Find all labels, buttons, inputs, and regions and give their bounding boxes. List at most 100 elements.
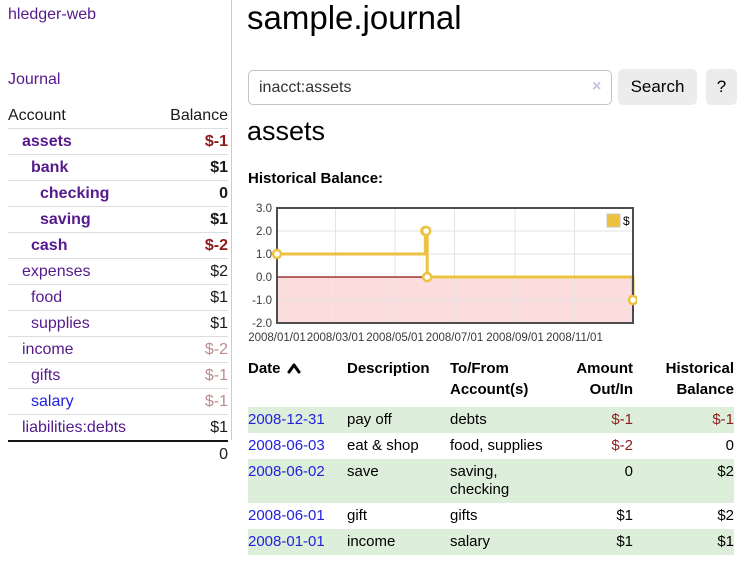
y-axis-tick-label: 1.0 [256, 249, 272, 261]
account-link[interactable]: salary [31, 392, 74, 410]
account-balance: $-2 [155, 336, 228, 363]
transaction-amount: $1 [616, 507, 633, 524]
transaction-date-link[interactable]: 2008-12-31 [248, 411, 325, 428]
y-axis-tick-label: 3.0 [256, 203, 272, 215]
transaction-date-link[interactable]: 2008-06-02 [248, 463, 325, 480]
transaction-accounts: food, supplies [450, 437, 543, 454]
historical-balance-label: Historical Balance: [248, 170, 384, 187]
transaction-balance: $1 [717, 533, 734, 550]
x-axis-tick-label: 2008/03/01 [307, 332, 365, 344]
account-link[interactable]: expenses [22, 262, 91, 280]
account-row: salary $-1 [8, 388, 228, 415]
account-link[interactable]: income [22, 340, 74, 358]
account-total-row: 0 [8, 440, 228, 467]
chevron-up-icon [287, 363, 301, 374]
x-axis-tick-label: 2008/05/01 [366, 332, 424, 344]
account-link[interactable]: bank [31, 158, 69, 176]
transaction-accounts: gifts [450, 507, 478, 524]
transaction-accounts: salary [450, 533, 491, 550]
account-row: supplies $1 [8, 310, 228, 337]
account-row: expenses $2 [8, 258, 228, 285]
register-row: 2008-06-03 eat & shop food, supplies $-2 0 [248, 433, 734, 459]
y-axis-tick-label: 0.0 [256, 272, 272, 284]
transaction-description: save [347, 463, 379, 480]
search-button[interactable]: Search [618, 69, 697, 105]
legend-label: $ [623, 214, 630, 228]
register-header-row: Date Description To/From Account(s) Amount Ou… [248, 356, 734, 407]
account-balance: $-1 [155, 388, 228, 415]
transaction-amount: 0 [624, 463, 633, 480]
transaction-amount: $1 [616, 533, 633, 550]
transaction-description: pay off [347, 411, 392, 428]
data-point [420, 225, 432, 237]
help-button[interactable]: ? [706, 69, 737, 105]
account-rows: assets $-1 bank $1 checking 0 saving $1 cash $-2 e… [8, 128, 228, 441]
account-balance: $1 [155, 414, 228, 441]
register-header-amount: Amount Out/In [576, 360, 633, 398]
account-total-balance: 0 [155, 440, 228, 467]
transaction-accounts: debts [450, 411, 487, 428]
x-axis-tick-label: 2008/11/01 [546, 332, 603, 344]
y-axis-tick-label: -2.0 [252, 318, 272, 330]
account-link[interactable]: cash [31, 236, 68, 254]
transaction-description: gift [347, 507, 368, 524]
account-balance: $2 [155, 258, 228, 285]
account-heading: assets [247, 116, 326, 146]
y-axis-tick-label: -1.0 [252, 295, 272, 307]
account-balance: 0 [155, 180, 228, 207]
sidebar-divider [231, 0, 232, 440]
data-point [271, 248, 283, 260]
account-table-header: Account Balance [8, 103, 228, 129]
account-balance: $-1 [155, 362, 228, 389]
account-row: saving $1 [8, 206, 228, 233]
register-header-balance: Historical Balance [665, 360, 734, 398]
account-row: checking 0 [8, 180, 228, 207]
account-balance: $-1 [155, 128, 228, 155]
account-row: cash $-2 [8, 232, 228, 259]
chart-canvas: $3.0 2.0 1.0 0.0 -1.0 -2.0 2008/01/01 2008/03/0… [248, 203, 639, 344]
account-link[interactable]: assets [22, 132, 72, 150]
plot-border [276, 207, 634, 324]
clear-search-icon[interactable]: × [592, 78, 602, 95]
register-row: 2008-06-02 save saving, checking 0 $2 [248, 459, 734, 503]
app-title-link[interactable]: hledger-web [8, 6, 97, 23]
account-balance: $1 [155, 154, 228, 181]
account-link[interactable]: supplies [31, 314, 90, 332]
sidebar-item-journal[interactable]: Journal [8, 71, 61, 88]
account-balance: $1 [155, 284, 228, 311]
register-header-description: Description [347, 360, 430, 377]
data-point [627, 294, 639, 306]
account-row: gifts $-1 [8, 362, 228, 389]
register-table: Date Description To/From Account(s) Amount Ou… [248, 356, 734, 555]
register-header-date[interactable]: Date [248, 356, 347, 407]
legend-swatch [606, 213, 621, 228]
transaction-balance: $2 [717, 463, 734, 480]
transaction-date-link[interactable]: 2008-01-01 [248, 533, 325, 550]
x-axis-tick-label: 2008/01/01 [248, 332, 306, 344]
account-link[interactable]: checking [40, 184, 110, 202]
historical-balance-chart: $3.0 2.0 1.0 0.0 -1.0 -2.0 2008/01/01 2008/03/0… [245, 203, 639, 347]
account-row: assets $-1 [8, 128, 228, 155]
transaction-description: income [347, 533, 396, 550]
account-link[interactable]: saving [40, 210, 91, 228]
account-link[interactable]: gifts [31, 366, 61, 384]
account-balance: $-2 [155, 232, 228, 259]
y-axis-tick-label: 2.0 [256, 226, 272, 238]
account-link[interactable]: liabilities:debts [22, 418, 127, 436]
register-rows: 2008-12-31 pay off debts $-1 $-1 2008-06-03 ea… [248, 407, 734, 555]
transaction-amount: $-1 [611, 411, 633, 428]
account-row: food $1 [8, 284, 228, 311]
search-input[interactable] [248, 70, 612, 105]
account-balance-table: Account Balance assets $-1 bank $1 checking 0… [8, 103, 228, 467]
account-column-header: Account [8, 106, 66, 124]
balance-column-header: Balance [170, 106, 228, 124]
transaction-date-link[interactable]: 2008-06-01 [248, 507, 325, 524]
x-axis-tick-label: 2008/09/01 [486, 332, 544, 344]
account-link[interactable]: food [31, 288, 63, 306]
transaction-balance: $-1 [712, 411, 734, 428]
transaction-balance: $2 [717, 507, 734, 524]
data-point [421, 271, 433, 283]
transaction-amount: $-2 [611, 437, 633, 454]
transaction-date-link[interactable]: 2008-06-03 [248, 437, 325, 454]
